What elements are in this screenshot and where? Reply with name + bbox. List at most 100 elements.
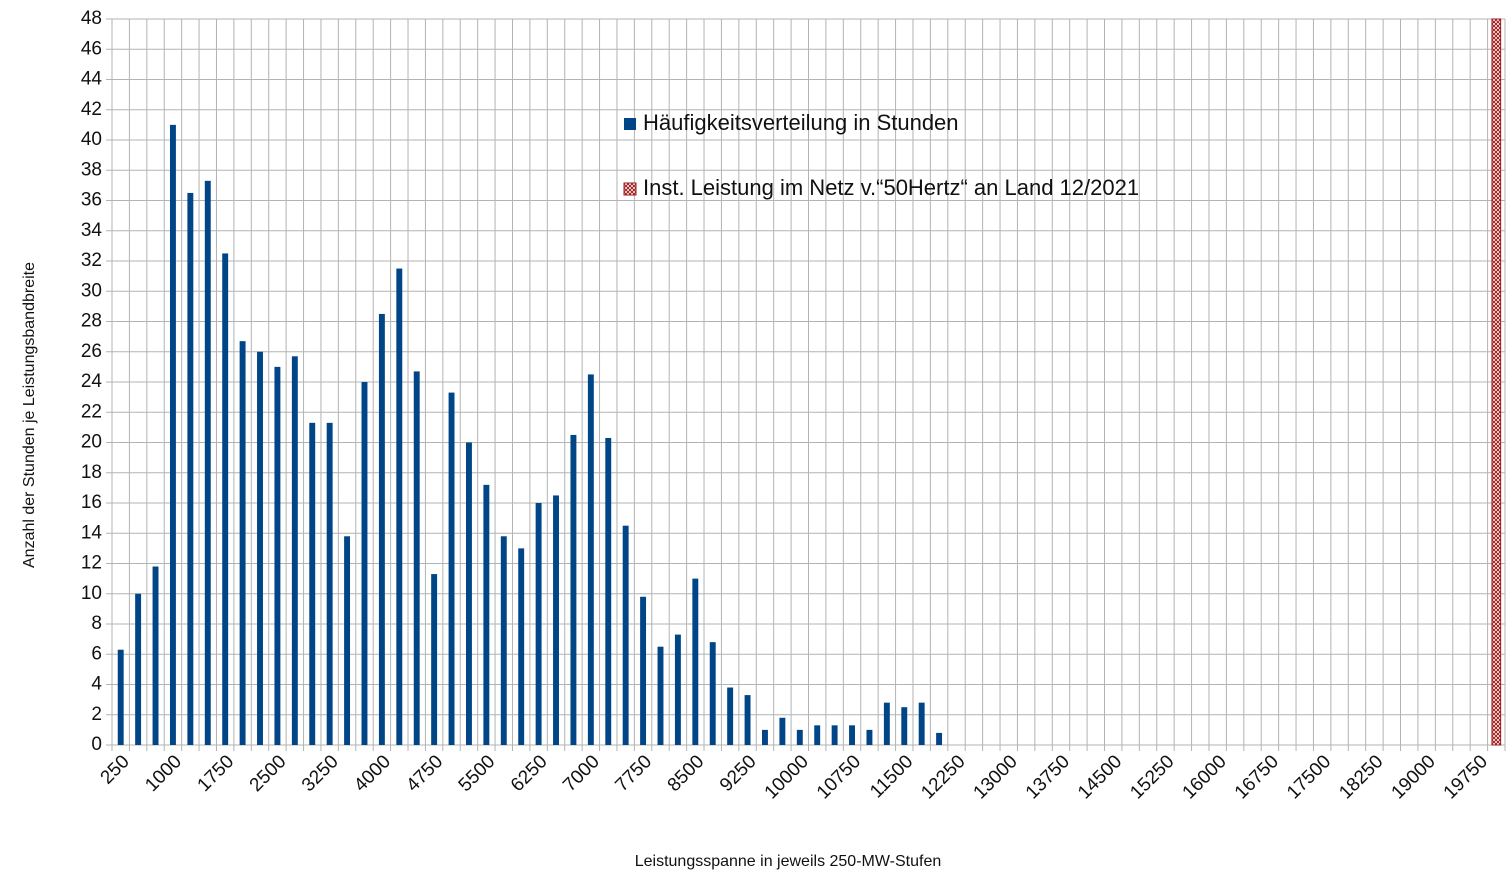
x-tick-label: 7000 — [559, 751, 604, 796]
y-tick-label: 0 — [91, 734, 102, 755]
x-tick-label: 18250 — [1335, 751, 1387, 803]
x-tick-label: 14500 — [1074, 751, 1126, 803]
x-tick-label: 19750 — [1440, 751, 1492, 803]
bar — [831, 725, 838, 745]
x-tick-label: 9250 — [716, 751, 761, 796]
bar — [465, 442, 472, 745]
x-tick-label: 11500 — [866, 751, 917, 802]
x-tick-label: 10750 — [813, 751, 865, 803]
bar — [727, 687, 734, 745]
bar — [413, 371, 420, 745]
x-tick-label: 15250 — [1126, 751, 1178, 803]
bar — [326, 422, 333, 745]
x-tick-label: 3250 — [298, 751, 343, 796]
y-tick-label: 42 — [81, 99, 102, 120]
x-tick-label: 4000 — [350, 751, 395, 796]
y-tick-label: 8 — [91, 613, 102, 634]
bar — [309, 422, 316, 745]
bar — [1491, 18, 1502, 746]
x-tick-label: 4750 — [402, 751, 447, 796]
bar — [918, 702, 925, 745]
y-tick-label: 36 — [81, 190, 102, 211]
bar — [257, 351, 263, 745]
y-tick-label: 48 — [81, 8, 102, 29]
y-tick-label: 28 — [81, 311, 102, 332]
x-tick-label: 1750 — [194, 751, 239, 796]
bar — [640, 596, 647, 745]
y-tick-label: 16 — [81, 492, 102, 513]
x-tick-label: 17500 — [1283, 751, 1335, 803]
bar — [187, 192, 194, 745]
y-axis-title: Anzahl der Stunden je Leistungsbandbreit… — [21, 262, 38, 568]
bar — [657, 646, 664, 745]
y-tick-label: 30 — [81, 280, 102, 301]
bar — [779, 717, 786, 745]
y-tick-label: 38 — [81, 159, 102, 180]
y-tick-label: 22 — [81, 401, 102, 422]
bar — [762, 729, 768, 745]
bar — [239, 341, 246, 745]
y-tick-label: 44 — [81, 69, 103, 90]
bar — [796, 729, 803, 745]
bar — [500, 536, 507, 745]
bar — [674, 634, 681, 745]
bar — [361, 382, 368, 745]
y-tick-label: 14 — [81, 522, 103, 543]
bar — [291, 356, 298, 745]
y-tick-label: 2 — [91, 704, 102, 725]
bar — [692, 578, 699, 745]
y-tick-label: 4 — [91, 674, 102, 695]
y-tick-label: 20 — [81, 432, 102, 453]
x-tick-label: 1000 — [141, 751, 186, 796]
y-tick-label: 12 — [81, 553, 102, 574]
y-tick-label: 10 — [81, 583, 102, 604]
y-tick-label: 26 — [81, 341, 102, 362]
bar — [222, 253, 229, 745]
bar — [936, 732, 943, 745]
bar — [570, 434, 577, 745]
legend-swatch — [623, 182, 637, 196]
x-tick-label: 12250 — [917, 751, 969, 803]
x-tick-label: 16000 — [1179, 751, 1231, 803]
bar — [535, 503, 542, 745]
y-tick-label: 6 — [91, 643, 102, 664]
legend-label: Inst. Leistung im Netz v.“50Hertz“ an La… — [643, 175, 1139, 200]
bar — [849, 725, 855, 745]
bar — [901, 707, 908, 745]
y-tick-label: 40 — [81, 129, 102, 150]
y-tick-label: 34 — [81, 220, 103, 241]
x-tick-label: 250 — [97, 751, 134, 788]
x-tick-label: 19000 — [1388, 751, 1440, 803]
y-tick-label: 24 — [81, 371, 103, 392]
y-tick-label: 18 — [81, 462, 102, 483]
bar — [587, 374, 594, 745]
bar — [553, 495, 559, 745]
bar — [866, 729, 873, 745]
x-tick-label: 13750 — [1022, 751, 1074, 803]
bar — [152, 566, 159, 745]
bar — [117, 649, 124, 745]
x-tick-label: 16750 — [1231, 751, 1283, 803]
x-tick-label: 8500 — [664, 751, 709, 796]
bar — [883, 702, 890, 745]
bar — [204, 180, 211, 745]
x-tick-label: 2500 — [246, 751, 291, 796]
bar — [431, 574, 438, 745]
bar — [744, 695, 751, 745]
y-tick-label: 32 — [81, 250, 102, 271]
x-tick-label: 7750 — [611, 751, 656, 796]
bar — [169, 124, 176, 745]
legend-label: Häufigkeitsverteilung in Stunden — [643, 110, 959, 135]
x-tick-label: 6250 — [507, 751, 552, 796]
bar — [274, 366, 281, 745]
bar — [448, 392, 455, 745]
bar — [396, 268, 403, 745]
bar — [622, 525, 629, 745]
x-tick-label: 5500 — [455, 751, 500, 796]
x-tick-label: 13000 — [970, 751, 1022, 803]
bar — [709, 642, 716, 745]
bar — [814, 725, 821, 745]
legend-swatch — [624, 118, 636, 130]
